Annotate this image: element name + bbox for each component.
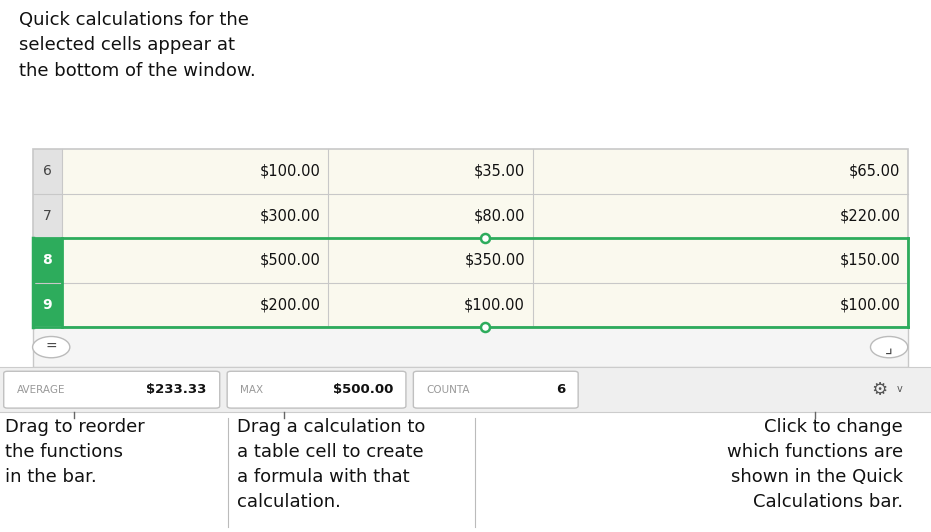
Text: ⚙: ⚙ — [871, 381, 888, 398]
Text: $500.00: $500.00 — [332, 383, 393, 396]
Text: $220.00: $220.00 — [839, 209, 900, 223]
FancyBboxPatch shape — [33, 149, 62, 194]
Text: $500.00: $500.00 — [260, 253, 320, 268]
FancyBboxPatch shape — [33, 238, 62, 282]
FancyBboxPatch shape — [33, 327, 908, 367]
Text: $65.00: $65.00 — [849, 164, 900, 179]
Text: COUNTA: COUNTA — [426, 385, 470, 395]
Text: Drag to reorder
the functions
in the bar.: Drag to reorder the functions in the bar… — [5, 418, 144, 486]
FancyBboxPatch shape — [4, 371, 220, 408]
Circle shape — [870, 337, 908, 358]
Text: 9: 9 — [43, 298, 52, 312]
FancyBboxPatch shape — [62, 194, 908, 238]
Text: $35.00: $35.00 — [474, 164, 525, 179]
Text: ⌟: ⌟ — [885, 339, 893, 357]
Text: 7: 7 — [43, 209, 52, 223]
FancyBboxPatch shape — [62, 282, 908, 327]
Text: $100.00: $100.00 — [465, 297, 525, 312]
Text: $100.00: $100.00 — [260, 164, 320, 179]
FancyBboxPatch shape — [33, 149, 908, 327]
Text: 8: 8 — [43, 253, 52, 268]
Text: $150.00: $150.00 — [840, 253, 900, 268]
Text: AVERAGE: AVERAGE — [17, 385, 65, 395]
Text: $200.00: $200.00 — [259, 297, 320, 312]
Text: =: = — [46, 340, 57, 354]
Text: 6: 6 — [556, 383, 565, 396]
Text: $100.00: $100.00 — [840, 297, 900, 312]
Text: v: v — [897, 384, 902, 394]
Text: $233.33: $233.33 — [146, 383, 207, 396]
FancyBboxPatch shape — [33, 194, 62, 238]
Circle shape — [33, 337, 70, 358]
Text: $350.00: $350.00 — [465, 253, 525, 268]
Text: Drag a calculation to
a table cell to create
a formula with that
calculation.: Drag a calculation to a table cell to cr… — [237, 418, 425, 511]
Text: Quick calculations for the
selected cells appear at
the bottom of the window.: Quick calculations for the selected cell… — [19, 11, 255, 80]
Text: MAX: MAX — [240, 385, 263, 395]
FancyBboxPatch shape — [62, 149, 908, 194]
Text: 6: 6 — [43, 164, 52, 178]
FancyBboxPatch shape — [413, 371, 578, 408]
FancyBboxPatch shape — [62, 238, 908, 282]
FancyBboxPatch shape — [227, 371, 406, 408]
Text: Click to change
which functions are
shown in the Quick
Calculations bar.: Click to change which functions are show… — [727, 418, 903, 511]
Text: $80.00: $80.00 — [474, 209, 525, 223]
FancyBboxPatch shape — [0, 367, 931, 412]
FancyBboxPatch shape — [33, 282, 62, 327]
Text: $300.00: $300.00 — [260, 209, 320, 223]
